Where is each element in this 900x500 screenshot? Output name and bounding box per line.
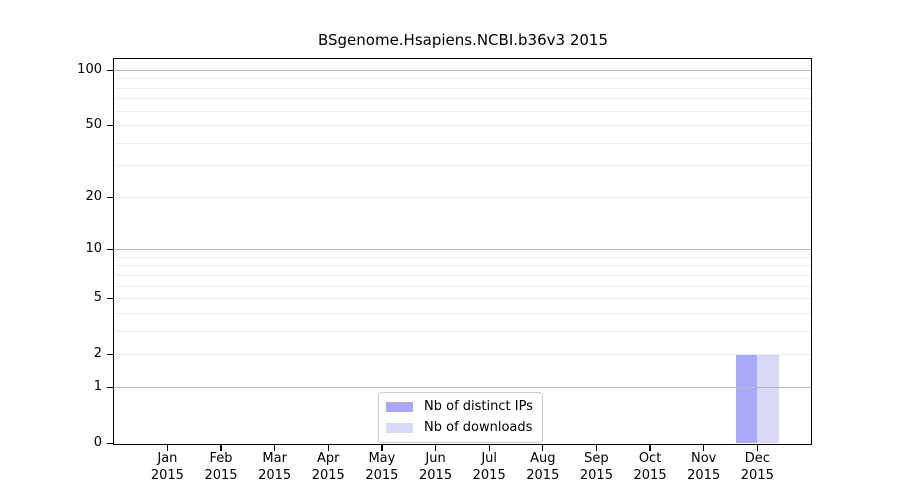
y-tick-mark (107, 386, 113, 388)
minor-gridline (114, 78, 811, 80)
x-tick-mark (703, 445, 705, 452)
minor-gridline (114, 354, 811, 356)
y-tick-label: 0 (93, 435, 102, 451)
x-tick-label: Mar 2015 (240, 451, 310, 484)
x-tick-month: Jan (157, 451, 178, 467)
grid-layer (114, 59, 811, 444)
x-tick-label: Feb 2015 (186, 451, 256, 484)
minor-gridline (114, 87, 811, 89)
x-tick-year: 2015 (311, 467, 345, 483)
legend-label-distinct-ips: Nb of distinct IPs (424, 399, 533, 414)
x-tick-year: 2015 (150, 467, 184, 483)
y-tick-mark (107, 69, 113, 71)
y-tick-mark (107, 353, 113, 355)
x-tick-month: Sep (584, 451, 609, 467)
x-tick-month: Dec (744, 451, 770, 467)
minor-gridline (114, 125, 811, 127)
x-tick-label: Dec 2015 (722, 451, 792, 484)
x-tick-label: Oct 2015 (615, 451, 685, 484)
minor-gridline (114, 110, 811, 112)
minor-gridline (114, 265, 811, 267)
x-tick-month: Nov (691, 451, 717, 467)
y-tick-label: 2 (93, 346, 102, 362)
major-gridline (114, 386, 811, 389)
x-tick-month: Oct (638, 451, 662, 467)
x-tick-year: 2015 (258, 467, 292, 483)
x-tick-month: Jul (481, 451, 498, 467)
y-tick-label: 5 (93, 290, 102, 306)
x-tick-year: 2015 (579, 467, 613, 483)
legend: Nb of distinct IPs Nb of downloads (378, 392, 543, 443)
x-tick-mark (434, 445, 437, 452)
legend-swatch-downloads-icon (386, 423, 413, 433)
y-tick-mark (107, 248, 113, 250)
major-gridline (114, 249, 811, 251)
x-tick-mark (327, 445, 329, 452)
x-tick-year: 2015 (687, 467, 721, 483)
minor-gridline (114, 196, 811, 198)
legend-item-distinct-ips: Nb of distinct IPs (386, 398, 533, 416)
minor-gridline (114, 98, 811, 100)
x-tick-mark (756, 445, 758, 452)
y-tick-mark (107, 442, 113, 444)
x-tick-label: Jun 2015 (401, 451, 471, 484)
minor-gridline (114, 165, 811, 167)
x-tick-mark (488, 445, 490, 452)
minor-gridline (114, 256, 811, 258)
y-tick-mark (107, 124, 113, 126)
x-tick-month: Jun (425, 451, 446, 467)
y-tick-label: 20 (85, 189, 102, 205)
minor-gridline (114, 312, 811, 314)
y-tick-label: 1 (93, 379, 102, 395)
x-tick-label: Sep 2015 (561, 451, 631, 484)
minor-gridline (114, 274, 811, 276)
x-tick-mark (220, 445, 222, 452)
x-tick-mark (381, 445, 383, 452)
bars-layer (114, 59, 811, 444)
x-tick-mark (595, 445, 598, 452)
x-tick-mark (274, 445, 276, 452)
minor-gridline (114, 330, 811, 332)
x-tick-mark (542, 445, 544, 452)
x-tick-year: 2015 (740, 467, 774, 483)
minor-gridline (114, 142, 811, 144)
x-tick-year: 2015 (365, 467, 399, 483)
bar-downloads (757, 354, 779, 443)
x-tick-label: Jul 2015 (454, 451, 524, 484)
chart-title: BSgenome.Hsapiens.NCBI.b36v3 2015 (317, 31, 609, 49)
legend-item-downloads: Nb of downloads (386, 419, 533, 437)
legend-swatch-distinct-ips-icon (386, 402, 413, 412)
bar-distinct-ips (735, 354, 758, 443)
y-tick-mark (107, 297, 113, 299)
legend-label-downloads: Nb of downloads (424, 420, 533, 435)
y-tick-mark (107, 196, 113, 198)
major-gridline (114, 69, 811, 72)
x-tick-label: May 2015 (347, 451, 417, 484)
x-tick-month: Feb (209, 451, 233, 467)
x-tick-year: 2015 (204, 467, 238, 483)
x-tick-label: Nov 2015 (669, 451, 739, 484)
y-tick-label: 10 (85, 241, 102, 257)
x-tick-mark (649, 445, 651, 452)
minor-gridline (114, 298, 811, 300)
x-tick-year: 2015 (633, 467, 667, 483)
x-tick-year: 2015 (419, 467, 453, 483)
minor-gridline (114, 285, 811, 287)
x-tick-month: May (368, 451, 396, 467)
x-tick-month: Aug (530, 451, 556, 467)
plot-area (113, 58, 812, 445)
x-tick-month: Mar (262, 451, 287, 467)
x-tick-month: Apr (317, 451, 340, 467)
x-tick-label: Apr 2015 (293, 451, 363, 484)
y-tick-label: 50 (85, 117, 102, 133)
x-tick-year: 2015 (472, 467, 506, 483)
x-tick-year: 2015 (526, 467, 560, 483)
x-tick-label: Jan 2015 (132, 451, 202, 484)
x-tick-mark (166, 445, 168, 452)
y-tick-label: 100 (77, 62, 102, 78)
x-tick-label: Aug 2015 (508, 451, 578, 484)
